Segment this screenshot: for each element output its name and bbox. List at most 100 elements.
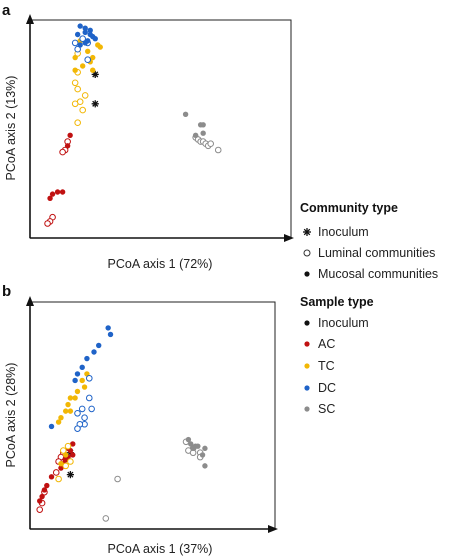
point-b-dc-luminal-2 <box>88 405 95 413</box>
point-b-sc-luminal-7 <box>102 515 110 522</box>
point-b-dc-mucosal-6 <box>74 371 81 377</box>
point-a-dc-luminal-0 <box>79 35 86 43</box>
point-a-dc-luminal-4 <box>84 56 92 64</box>
point-b-sc-mucosal-1 <box>188 441 194 447</box>
point-a-sc-mucosal-3 <box>200 130 206 136</box>
point-a-dc-mucosal-1 <box>82 25 88 31</box>
legend-sample-inoculum: Inoculum <box>304 316 369 330</box>
point-a-dc-mucosal-6 <box>92 36 98 42</box>
y-axis-arrow-a <box>26 14 34 24</box>
point-b-tc-mucosal-5 <box>67 395 74 401</box>
legend-swatch-ac <box>304 341 310 347</box>
legend-community-inoculum: Inoculum <box>303 225 369 239</box>
point-b-tc-luminal-1 <box>60 447 67 454</box>
point-b-dc-luminal-3 <box>78 405 86 413</box>
legend-sample-heading: Sample type <box>300 295 374 309</box>
point-a-sc-luminal-7 <box>214 146 222 154</box>
point-b-sc-mucosal-7 <box>202 463 208 469</box>
point-b-tc-mucosal-10 <box>55 419 62 425</box>
point-a-tc-mucosal-3 <box>90 54 96 61</box>
y-axis-label-b: PCoA axis 2 (28%) <box>4 363 18 468</box>
point-b-inoculum-0 <box>66 471 74 479</box>
point-a-tc-luminal-2 <box>71 79 79 87</box>
point-a-sc-mucosal-2 <box>200 122 206 128</box>
point-b-dc-mucosal-4 <box>84 355 90 362</box>
point-b-dc-mucosal-8 <box>48 423 55 430</box>
point-a-dc-mucosal-7 <box>74 31 81 38</box>
panel-a: a PCoA axis 1 (72%) PCoA axis 2 (13%) <box>2 2 294 271</box>
point-a-sc-mucosal-4 <box>192 132 199 138</box>
legend: Community type Inoculum Luminal communit… <box>300 201 438 416</box>
open-circle-marker-icon <box>303 249 311 257</box>
legend-sample-inoculum-label: Inoculum <box>318 316 369 330</box>
point-b-tc-mucosal-7 <box>67 408 74 414</box>
point-a-tc-mucosal-7 <box>79 63 86 69</box>
point-b-dc-mucosal-5 <box>79 364 85 371</box>
x-axis-arrow-b <box>268 525 278 533</box>
point-a-tc-luminal-8 <box>74 119 81 126</box>
point-b-ac-mucosal-9 <box>44 482 50 489</box>
point-b-tc-mucosal-12 <box>58 460 64 467</box>
point-b-sc-mucosal-5 <box>190 445 196 452</box>
legend-community-inoculum-label: Inoculum <box>318 225 369 239</box>
legend-sample-tc: TC <box>304 359 335 373</box>
point-b-tc-mucosal-4 <box>72 395 78 401</box>
point-a-ac-mucosal-1 <box>64 143 71 149</box>
legend-sample-ac: AC <box>304 337 335 351</box>
point-a-ac-luminal-2 <box>59 148 66 156</box>
point-b-tc-mucosal-1 <box>79 377 85 384</box>
point-a-tc-luminal-3 <box>74 85 81 93</box>
point-b-tc-mucosal-3 <box>74 388 81 395</box>
point-b-tc-mucosal-8 <box>62 408 69 414</box>
point-b-sc-luminal-6 <box>114 475 121 483</box>
point-a-ac-luminal-5 <box>44 220 51 227</box>
point-a-tc-mucosal-1 <box>72 54 78 61</box>
legend-sample-sc: SC <box>304 402 335 416</box>
point-a-ac-mucosal-4 <box>49 191 56 197</box>
legend-community-luminal-label: Luminal communities <box>318 246 435 260</box>
legend-sample-ac-label: AC <box>318 337 335 351</box>
point-a-ac-mucosal-0 <box>67 132 73 138</box>
point-b-sc-mucosal-3 <box>195 443 201 449</box>
asterisk-marker-icon <box>303 228 311 236</box>
legend-swatch-inoculum <box>304 320 310 326</box>
point-a-tc-luminal-6 <box>79 106 86 114</box>
panel-label-b: b <box>2 283 11 300</box>
legend-community-heading: Community type <box>300 201 398 215</box>
point-a-dc-luminal-3 <box>74 45 81 53</box>
point-b-ac-luminal-7 <box>36 506 44 513</box>
point-b-sc-mucosal-6 <box>199 452 206 458</box>
point-b-tc-mucosal-9 <box>58 414 64 421</box>
point-b-tc-luminal-4 <box>55 475 62 483</box>
point-a-inoculum-1 <box>91 100 99 108</box>
panel-label-a: a <box>2 2 11 19</box>
point-b-ac-mucosal-3 <box>70 452 76 458</box>
y-axis-label-a: PCoA axis 2 (13%) <box>4 76 18 181</box>
legend-swatch-sc <box>304 406 310 412</box>
point-b-dc-luminal-8 <box>74 425 81 432</box>
point-b-tc-luminal-2 <box>67 458 74 465</box>
point-a-sc-luminal-6 <box>207 140 214 147</box>
filled-circle-marker-icon <box>304 271 310 277</box>
panel-b: b PCoA axis 1 (37%) PCoA axis 2 (28%) <box>2 283 278 556</box>
points-b <box>36 325 208 522</box>
point-b-dc-luminal-1 <box>85 394 93 402</box>
point-a-tc-mucosal-5 <box>97 44 103 50</box>
point-a-tc-mucosal-9 <box>72 67 78 73</box>
point-b-tc-mucosal-6 <box>65 401 71 408</box>
point-b-ac-mucosal-8 <box>48 474 55 480</box>
point-b-ac-mucosal-10 <box>41 487 48 493</box>
point-a-dc-mucosal-10 <box>77 42 83 48</box>
point-a-ac-mucosal-5 <box>47 195 53 201</box>
point-b-ac-mucosal-11 <box>39 493 45 500</box>
point-b-tc-luminal-3 <box>62 462 69 470</box>
legend-swatch-tc <box>304 363 310 369</box>
legend-community-mucosal-label: Mucosal communities <box>318 267 438 281</box>
point-b-ac-mucosal-0 <box>70 441 76 447</box>
point-a-dc-mucosal-9 <box>82 40 88 46</box>
point-a-tc-mucosal-8 <box>90 67 96 73</box>
x-axis-label-a: PCoA axis 1 (72%) <box>108 257 213 271</box>
legend-sample-dc-label: DC <box>318 381 336 395</box>
point-b-sc-mucosal-4 <box>202 445 208 452</box>
